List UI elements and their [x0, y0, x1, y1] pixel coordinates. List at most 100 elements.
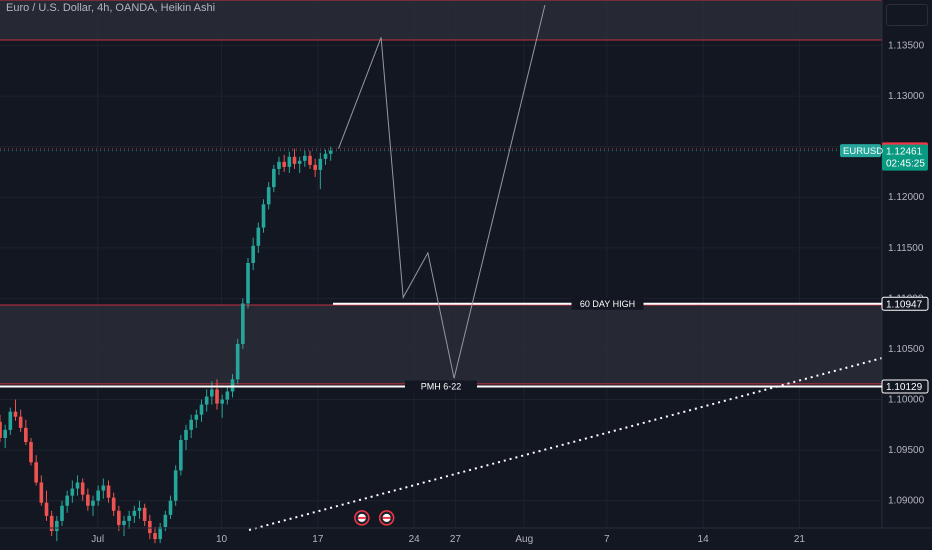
candle-body — [75, 482, 80, 489]
candle-body — [55, 520, 59, 532]
level-label-bg — [571, 297, 644, 310]
y-tick-label: 1.11500 — [888, 243, 924, 254]
candle-body — [13, 411, 18, 417]
candle-body — [18, 416, 23, 428]
candle-body — [225, 391, 230, 400]
candle-body — [163, 514, 168, 527]
candle-body — [179, 440, 183, 471]
price-label-box — [881, 379, 929, 394]
candle-body — [308, 155, 312, 165]
level-label: 60 DAY HIGH — [580, 299, 635, 309]
projection-path[interactable] — [338, 4, 546, 379]
y-tick-label: 1.12000 — [888, 192, 925, 203]
candle-body — [287, 156, 292, 167]
candle-body — [91, 500, 95, 506]
candle-body — [235, 343, 240, 380]
candle-body — [194, 414, 199, 420]
candle-body — [323, 153, 328, 159]
flag-us-icon-stripe — [357, 516, 366, 519]
candle-body — [230, 379, 235, 392]
x-tick-label: 21 — [794, 534, 806, 545]
trendline[interactable] — [248, 357, 883, 531]
candle-body — [70, 488, 75, 496]
price-axis[interactable]: 1.135001.130001.125001.120001.115001.110… — [888, 41, 925, 507]
x-tick-label: 27 — [450, 534, 462, 545]
projection-polyline[interactable] — [338, 4, 546, 379]
price-label-box — [881, 296, 929, 311]
level-label-bg — [405, 380, 477, 393]
candle-body — [277, 161, 281, 169]
candle-body — [251, 245, 255, 263]
price-label-text: 1.10947 — [886, 299, 923, 310]
candle-body — [3, 429, 7, 438]
candle-body — [65, 495, 69, 506]
y-tick-label: 1.10000 — [888, 395, 925, 406]
zone-rect — [0, 0, 882, 40]
time-axis[interactable]: Jul 10 17 24 27 Aug 7 14 21 — [91, 534, 805, 545]
flag-us-icon-stripe — [382, 516, 391, 519]
candle-body — [204, 396, 209, 405]
candle-body — [168, 500, 173, 515]
chart-title: Euro / U.S. Dollar, 4h, OANDA, Heikin As… — [6, 2, 216, 14]
zone-rect — [0, 304, 882, 384]
candle-body — [39, 482, 44, 503]
candle-body — [215, 389, 219, 404]
candle-body — [220, 399, 224, 404]
candle-body — [106, 485, 111, 498]
candle-body — [49, 515, 54, 532]
candle-body — [272, 168, 276, 188]
price-label-text: 1.10129 — [886, 382, 923, 393]
y-tick-label: 1.13000 — [888, 91, 925, 102]
y-tick-label: 1.10500 — [888, 344, 925, 355]
x-tick-label: Jul — [91, 534, 104, 545]
candle-body — [122, 520, 126, 525]
candle-body — [328, 150, 333, 154]
candle-body — [199, 404, 204, 415]
candle-body — [24, 427, 28, 443]
candle-body — [137, 507, 142, 511]
candle-body — [246, 262, 250, 304]
candle-body — [117, 510, 121, 525]
x-tick-label: 10 — [216, 534, 228, 545]
candle-body — [127, 515, 131, 521]
zones — [0, 0, 882, 385]
price-label-countdown: 02:45:25 — [886, 159, 925, 170]
x-tick-label: 24 — [409, 534, 421, 545]
candles — [0, 146, 333, 544]
price-label-box — [882, 144, 928, 171]
candle-body — [60, 505, 64, 521]
candle-body — [158, 526, 162, 540]
candle-body — [303, 155, 307, 161]
candle-body — [80, 482, 85, 495]
candle-body — [96, 490, 100, 501]
candle-body — [210, 389, 214, 397]
x-tick-label: 14 — [698, 534, 710, 545]
candle-body — [153, 533, 157, 540]
candle-body — [86, 494, 90, 506]
candle-body — [256, 227, 261, 246]
price-label-text: 1.12461 — [886, 147, 923, 158]
y-tick-label: 1.13500 — [888, 41, 925, 52]
levels: 60 DAY HIGH PMH 6-22 — [0, 297, 882, 393]
chart-settings-button[interactable] — [886, 4, 928, 26]
candle-body — [266, 187, 271, 205]
candle-body — [292, 156, 297, 164]
candle-body — [173, 470, 178, 501]
candle-body — [189, 419, 193, 430]
candle-body — [297, 160, 302, 164]
candle-body — [44, 502, 49, 516]
candle-body — [282, 161, 286, 167]
grid — [0, 0, 882, 528]
symbol-tag: EURUSD — [843, 146, 883, 157]
event-icons[interactable] — [354, 510, 395, 526]
candle-body — [148, 520, 152, 534]
candle-body — [142, 507, 147, 521]
trendline-dotted[interactable] — [248, 357, 883, 531]
candle-body — [34, 462, 38, 483]
candle-body — [313, 164, 317, 170]
x-tick-label: Aug — [515, 534, 533, 545]
symbol-tag-box — [840, 144, 881, 158]
candle-body — [0, 421, 2, 438]
candle-body — [241, 303, 245, 344]
